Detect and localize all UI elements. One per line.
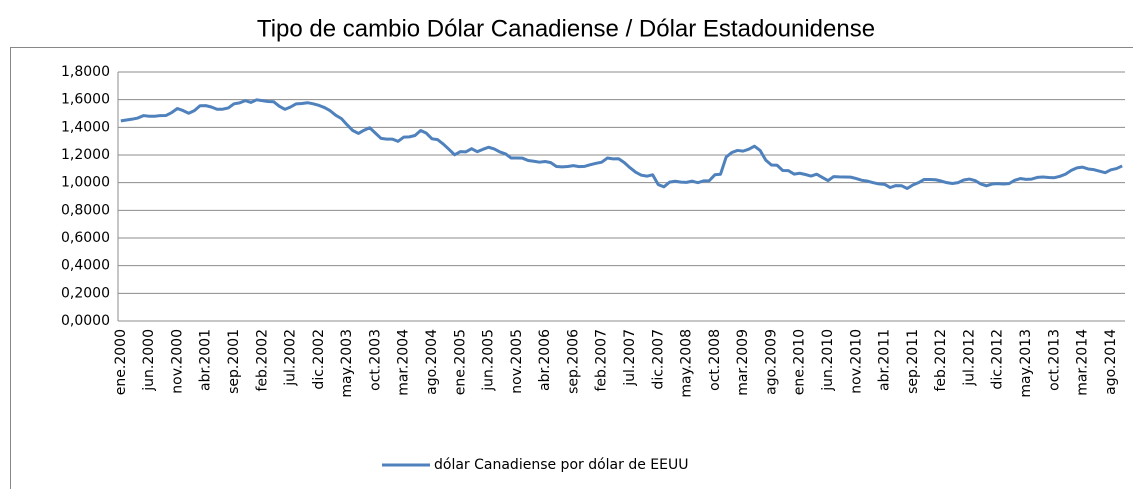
- y-tick-label: 0,8000: [61, 202, 110, 218]
- x-tick-label: ene.2000: [113, 329, 129, 395]
- x-tick-label: oct.2003: [367, 329, 383, 391]
- x-tick-label: abr.2001: [198, 329, 214, 391]
- x-tick-label: abr.2006: [537, 329, 553, 391]
- y-tick-label: 1,2000: [61, 147, 110, 163]
- x-tick-label: dic.2002: [311, 329, 327, 390]
- y-tick-label: 1,0000: [61, 175, 110, 191]
- x-tick-label: nov.2005: [509, 329, 525, 394]
- x-tick-label: may.2003: [339, 329, 355, 398]
- x-tick-label: ene.2010: [792, 329, 808, 395]
- x-tick-label: may.2013: [1018, 329, 1034, 398]
- x-tick-label: sep.2006: [565, 329, 581, 394]
- x-tick-label: jul.2002: [283, 329, 299, 387]
- x-tick-label: nov.2010: [848, 329, 864, 394]
- x-tick-label: mar.2014: [1075, 329, 1091, 396]
- x-tick-label: may.2008: [679, 329, 695, 398]
- x-tick-label: sep.2011: [905, 329, 921, 394]
- x-tick-label: oct.2008: [707, 329, 723, 391]
- x-tick-label: jul.2007: [622, 329, 638, 387]
- legend-label: dólar Canadiense por dólar de EEUU: [434, 457, 688, 473]
- x-tick-label: mar.2009: [735, 329, 751, 396]
- x-tick-label: jul.2012: [961, 329, 977, 387]
- x-tick-label: ene.2005: [452, 329, 468, 395]
- y-tick-label: 0,2000: [61, 285, 110, 301]
- y-tick-label: 0,6000: [61, 230, 110, 246]
- x-tick-label: dic.2012: [990, 329, 1006, 390]
- chart-border: [10, 47, 1133, 489]
- x-tick-label: ago.2009: [763, 329, 779, 395]
- x-tick-label: jun.2005: [481, 329, 497, 392]
- x-tick-label: mar.2004: [396, 329, 412, 396]
- x-tick-label: feb.2007: [594, 329, 610, 392]
- x-tick-label: oct.2013: [1046, 329, 1062, 391]
- chart-title: Tipo de cambio Dólar Canadiense / Dólar …: [257, 15, 875, 42]
- x-tick-label: jun.2000: [141, 329, 157, 392]
- line-series: [120, 98, 1123, 190]
- x-tick-label: sep.2001: [226, 329, 242, 394]
- x-tick-label: nov.2000: [169, 329, 185, 394]
- x-tick-label: abr.2011: [877, 329, 893, 391]
- x-tick-label: ago.2004: [424, 329, 440, 395]
- y-tick-label: 1,4000: [61, 119, 110, 135]
- y-tick-label: 0,0000: [61, 313, 110, 329]
- x-tick-label: dic.2007: [650, 329, 666, 390]
- y-tick-label: 1,6000: [61, 92, 110, 108]
- x-tick-label: ago.2014: [1103, 329, 1119, 395]
- x-tick-label: feb.2002: [254, 329, 270, 392]
- x-tick-label: jun.2010: [820, 329, 836, 392]
- y-tick-label: 1,8000: [61, 64, 110, 80]
- y-tick-label: 0,4000: [61, 258, 110, 274]
- x-tick-label: feb.2012: [933, 329, 949, 392]
